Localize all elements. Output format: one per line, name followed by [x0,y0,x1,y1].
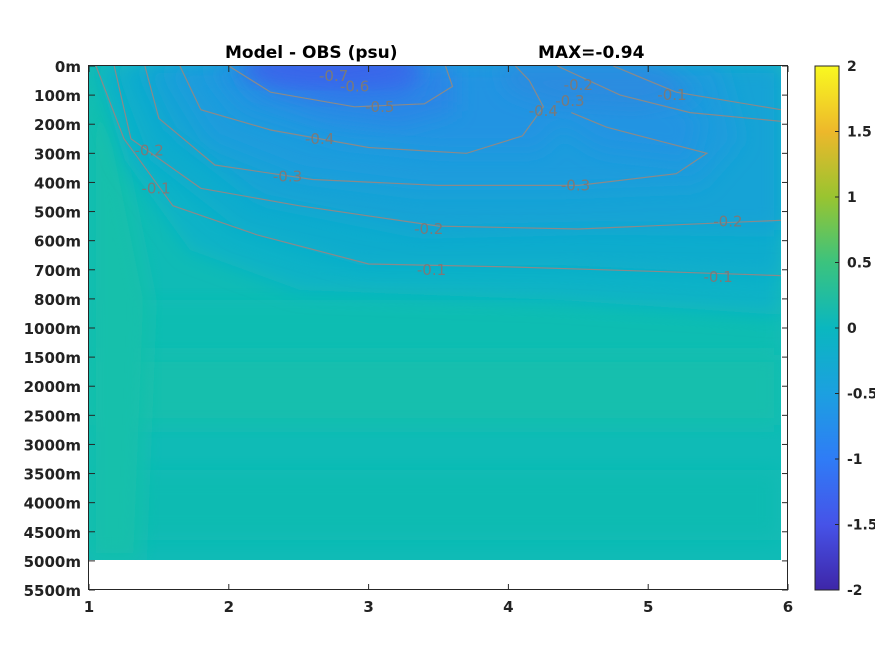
colorbar-tick-label: -1.5 [847,518,875,534]
contour-label: -0.2 [713,213,742,231]
y-tick-label: 2000m [24,378,81,396]
contour-label: -0.7 [319,67,348,85]
y-tick-label: 0m [55,58,81,76]
x-tick-label: 1 [84,598,94,616]
x-tick-label: 4 [503,598,513,616]
y-tick-label: 700m [34,262,81,280]
contour-label: -0.1 [141,179,170,197]
y-tick-label: 600m [34,233,81,251]
field-anomaly-08 [240,66,420,84]
y-tick-label: 2500m [24,407,81,425]
y-tick-label: 400m [34,174,81,192]
y-tick-label: 300m [34,145,81,163]
colorbar-tick-label: 0 [847,321,857,337]
field-band-deep-3 [89,470,781,540]
colorbar-tick-label: -0.5 [847,387,875,403]
contour-line [179,66,545,154]
contour-label: -0.6 [340,77,369,95]
contour-labels: -0.1-0.1 -0.1-0.1-0.2-0.2 -0.2-0.2-0.3 -0.3… [134,67,742,286]
contour-line [557,66,781,122]
chart-max-label: MAX=-0.94 [538,43,645,63]
colorbar-tick-label: 1.5 [847,125,872,141]
colorbar-tick-label: -2 [847,583,863,599]
contour-label: -0.5 [365,98,394,116]
heatmap-field [89,66,781,560]
colorbar-tick-label: 0.5 [847,256,872,272]
contour-label: -0.1 [657,86,686,104]
y-tick-label: 100m [34,87,81,105]
y-tick-label: 200m [34,116,81,134]
y-axis: 0m 100m 200m 300m 400m 500m 600m 700m 800m 1000m 1… [24,58,788,600]
contour-label: -0.2 [134,141,163,159]
colorbar-tick-label: 1 [847,190,857,206]
contour-line [144,66,709,186]
contour-lines [95,66,781,277]
field-band-deep-2 [89,355,781,425]
y-tick-label: 4500m [24,524,81,542]
contour-line [613,66,781,111]
contour-label: -0.1 [703,268,732,286]
contour-label: -0.3 [273,168,302,186]
contour-label: -0.1 [417,261,446,279]
contour-line [113,66,781,230]
y-tick-label: 5500m [24,582,81,600]
no-data-region [89,561,781,590]
y-tick-label: 1500m [24,349,81,367]
y-tick-label: 3000m [24,436,81,454]
x-axis: 1 2 3 4 5 6 [84,66,793,616]
y-tick-label: 500m [34,204,81,222]
contour-line [95,66,781,277]
contour-label: -0.2 [564,76,593,94]
contour-label: -0.4 [305,130,334,148]
contour-label: -0.3 [555,92,584,110]
contour-line [228,66,454,108]
y-tick-label: 800m [34,291,81,309]
x-tick-label: 5 [643,598,653,616]
chart-title: Model - OBS (psu) [225,43,398,63]
contour-label: -0.3 [561,176,590,194]
colorbar-ticks: 2 1.5 1 0.5 0 -0.5 -1 -1.5 -2 [835,59,875,599]
y-tick-label: 4000m [24,495,81,513]
contour-label: -0.2 [414,220,443,238]
x-tick-label: 6 [783,598,793,616]
colorbar-tick-label: 2 [847,59,857,75]
x-tick-label: 3 [363,598,373,616]
y-tick-label: 5000m [24,553,81,571]
field-left-edge [89,66,150,560]
field-anomaly-09 [500,66,700,110]
field-band-deep-1 [89,300,781,360]
colorbar-tick-label: -1 [847,452,863,468]
contour-label: -0.4 [529,102,558,120]
y-tick-label: 1000m [24,320,81,338]
y-tick-label: 3500m [24,466,81,484]
x-tick-label: 2 [224,598,234,616]
